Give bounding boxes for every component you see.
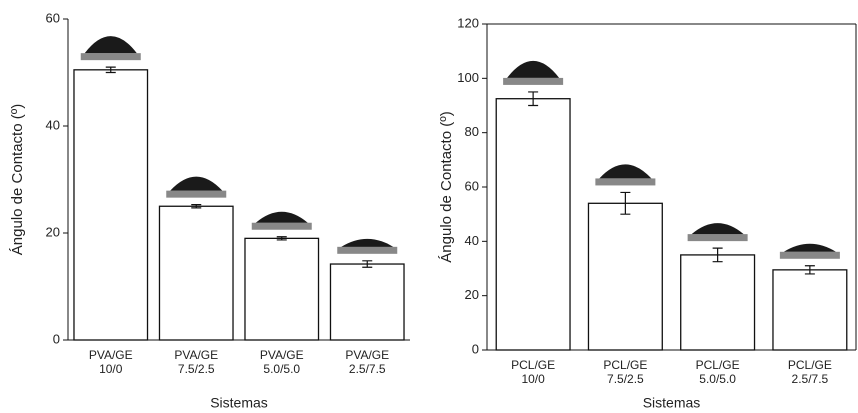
x-axis-label: Sistemas <box>210 395 268 411</box>
drop-image-base <box>503 78 563 85</box>
bar <box>496 99 570 350</box>
x-tick-label: PVA/GE 5.0/5.0 <box>237 348 327 376</box>
y-tick-label: 60 <box>465 178 479 193</box>
drop-image <box>256 212 308 223</box>
drop-image-base <box>780 252 840 259</box>
x-tick-label: PCL/GE 2.5/7.5 <box>765 358 855 386</box>
bar <box>245 238 319 340</box>
drop-image <box>692 223 744 234</box>
x-axis-label: Sistemas <box>643 395 701 411</box>
drop-image <box>85 36 137 53</box>
drop-image <box>170 177 222 191</box>
y-axis-label: Ángulo de Contacto (º) <box>438 111 455 262</box>
y-tick-label: 100 <box>457 70 479 85</box>
bar <box>159 206 233 340</box>
y-tick-label: 0 <box>472 341 479 356</box>
drop-image-base <box>688 234 748 241</box>
bar <box>773 270 847 350</box>
y-tick-label: 120 <box>457 15 479 30</box>
drop-image-base <box>595 178 655 185</box>
bar <box>588 203 662 350</box>
y-tick-label: 20 <box>465 287 479 302</box>
page: 0 20 40 60 Ángulo de Contacto (º) Sistemas 0 20… <box>0 0 858 413</box>
x-tick-label: PVA/GE 10/0 <box>66 348 156 376</box>
drop-image <box>784 244 836 252</box>
y-tick-label: 60 <box>46 10 60 25</box>
drop-image-base <box>81 53 141 60</box>
y-axis-label: Ángulo de Contacto (º) <box>9 104 26 255</box>
drop-image <box>507 61 559 78</box>
drop-image-base <box>252 223 312 230</box>
y-tick-label: 80 <box>465 124 479 139</box>
bar <box>681 255 755 350</box>
y-tick-label: 20 <box>46 224 60 239</box>
drop-image-base <box>166 191 226 198</box>
drop-image-base <box>337 247 397 254</box>
x-tick-label: PVA/GE 2.5/7.5 <box>322 348 412 376</box>
x-tick-label: PVA/GE 7.5/2.5 <box>151 348 241 376</box>
x-tick-label: PCL/GE 5.0/5.0 <box>673 358 763 386</box>
drop-image <box>599 164 651 178</box>
y-tick-label: 40 <box>465 233 479 248</box>
y-tick-label: 0 <box>53 331 60 346</box>
x-tick-label: PCL/GE 7.5/2.5 <box>580 358 670 386</box>
x-tick-label: PCL/GE 10/0 <box>488 358 578 386</box>
drop-image <box>341 239 393 247</box>
y-tick-label: 40 <box>46 117 60 132</box>
bar <box>74 70 148 340</box>
bar <box>330 264 404 340</box>
